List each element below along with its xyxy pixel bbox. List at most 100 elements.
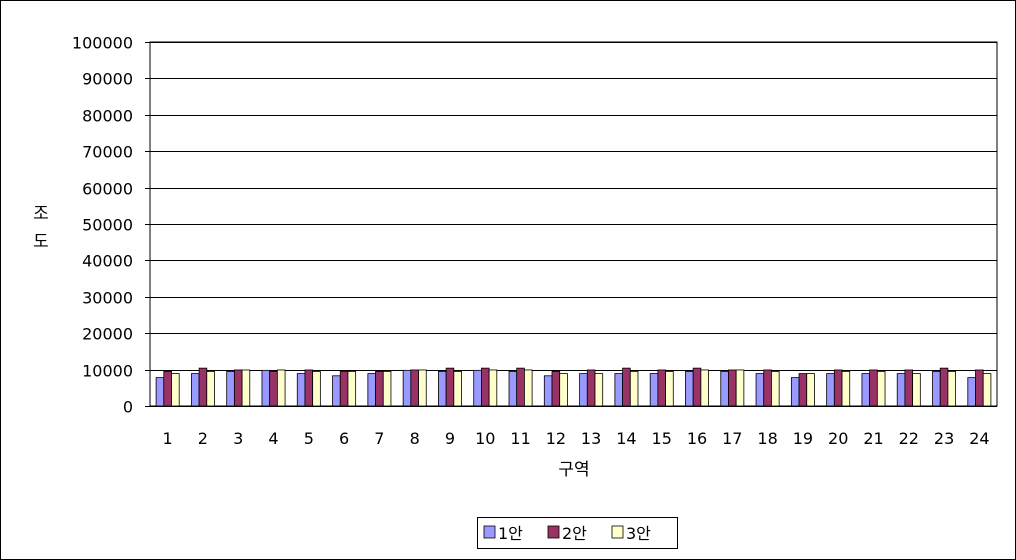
- bar: [665, 371, 674, 407]
- x-tick-label: 12: [546, 429, 566, 448]
- x-tick-label: 18: [757, 429, 777, 448]
- x-axis-title: 구역: [558, 460, 589, 480]
- bar: [735, 369, 745, 407]
- bar: [453, 371, 462, 407]
- bar: [438, 371, 447, 407]
- y-tick-label: 10000: [82, 362, 133, 381]
- legend-swatch: [483, 525, 496, 539]
- y-axis-title-char: 도: [33, 232, 49, 252]
- legend-label: 2안: [562, 524, 587, 543]
- x-tick-label: 24: [969, 429, 989, 448]
- bar: [206, 371, 215, 407]
- bar: [861, 373, 871, 407]
- bar: [755, 373, 765, 407]
- bar: [488, 369, 498, 407]
- bar: [332, 375, 341, 407]
- bar: [155, 377, 165, 407]
- x-tick-label: 1: [163, 429, 173, 448]
- bar: [473, 369, 482, 407]
- bar: [594, 373, 604, 407]
- bar: [276, 369, 286, 407]
- x-tick-label: 4: [268, 429, 278, 448]
- bar: [614, 373, 623, 407]
- x-tick-label: 15: [652, 429, 672, 448]
- bar: [771, 371, 780, 407]
- bar: [508, 371, 518, 407]
- legend: 1안 2안 3안: [477, 517, 678, 549]
- bar: [226, 371, 235, 407]
- bar: [586, 369, 596, 407]
- bar: [939, 367, 949, 407]
- bar: [304, 369, 314, 407]
- bar: [692, 367, 702, 407]
- bar: [163, 371, 172, 407]
- bar: [728, 369, 737, 407]
- x-tick-label: 7: [374, 429, 384, 448]
- bar: [171, 373, 180, 407]
- bar: [481, 367, 490, 407]
- bar: [932, 371, 941, 407]
- x-tick-label: 19: [793, 429, 813, 448]
- bar: [833, 369, 843, 407]
- bar: [904, 369, 914, 407]
- bar: [543, 375, 553, 407]
- x-tick-label: 20: [828, 429, 848, 448]
- legend-box: [477, 517, 678, 549]
- bar: [622, 367, 631, 407]
- bar: [402, 369, 412, 407]
- x-tick-label: 16: [687, 429, 707, 448]
- bar: [269, 371, 278, 407]
- x-tick-labels: 1 2 3 4 5 6 7 8 9 10 11 12 13 14 15 16 17 18 19 20 21 22 23 24: [163, 429, 990, 448]
- bar: [339, 371, 349, 407]
- y-tick-label: 60000: [82, 180, 133, 199]
- y-tick-labels: 0 10000 20000 30000 40000 50000 60000 70000 8000…: [72, 34, 133, 417]
- bar: [869, 369, 878, 407]
- bar: [700, 369, 709, 407]
- x-tick-label: 3: [233, 429, 243, 448]
- y-tick-label: 40000: [82, 252, 133, 271]
- bar: [198, 367, 208, 407]
- bar: [418, 369, 427, 407]
- y-tick-label: 100000: [72, 34, 133, 53]
- bars: [155, 367, 992, 407]
- x-tick-label: 6: [339, 429, 349, 448]
- bar: [382, 371, 392, 407]
- bar: [685, 371, 694, 407]
- bar: [967, 377, 976, 407]
- x-tick-label: 13: [581, 429, 601, 448]
- y-tick-label: 70000: [82, 143, 133, 162]
- bar: [445, 367, 455, 407]
- bar: [233, 369, 243, 407]
- bar: [982, 373, 992, 407]
- bar: [720, 371, 729, 407]
- bar: [559, 373, 568, 407]
- x-tick-label: 9: [445, 429, 455, 448]
- bar: [657, 369, 666, 407]
- x-tick-label: 17: [722, 429, 742, 448]
- x-tick-label: 21: [863, 429, 883, 448]
- bar: [579, 373, 588, 407]
- bar: [876, 371, 886, 407]
- bar: [410, 369, 419, 407]
- bar: [312, 371, 321, 407]
- bar: [367, 373, 376, 407]
- bar: [806, 373, 815, 407]
- bar: [296, 373, 306, 407]
- x-tick-label: 14: [616, 429, 636, 448]
- bar: [912, 373, 921, 407]
- x-tick-label: 10: [475, 429, 495, 448]
- bar: [798, 373, 808, 407]
- legend-swatch: [611, 525, 624, 539]
- x-tick-label: 11: [510, 429, 530, 448]
- plot-area: [145, 41, 998, 407]
- bar: [896, 373, 906, 407]
- x-tick-label: 22: [899, 429, 919, 448]
- legend-label: 1안: [498, 524, 523, 543]
- x-tick-label: 2: [198, 429, 208, 448]
- bar: [826, 373, 835, 407]
- x-tick-label: 23: [934, 429, 954, 448]
- x-tick-label: 5: [304, 429, 314, 448]
- y-tick-label: 50000: [82, 216, 133, 235]
